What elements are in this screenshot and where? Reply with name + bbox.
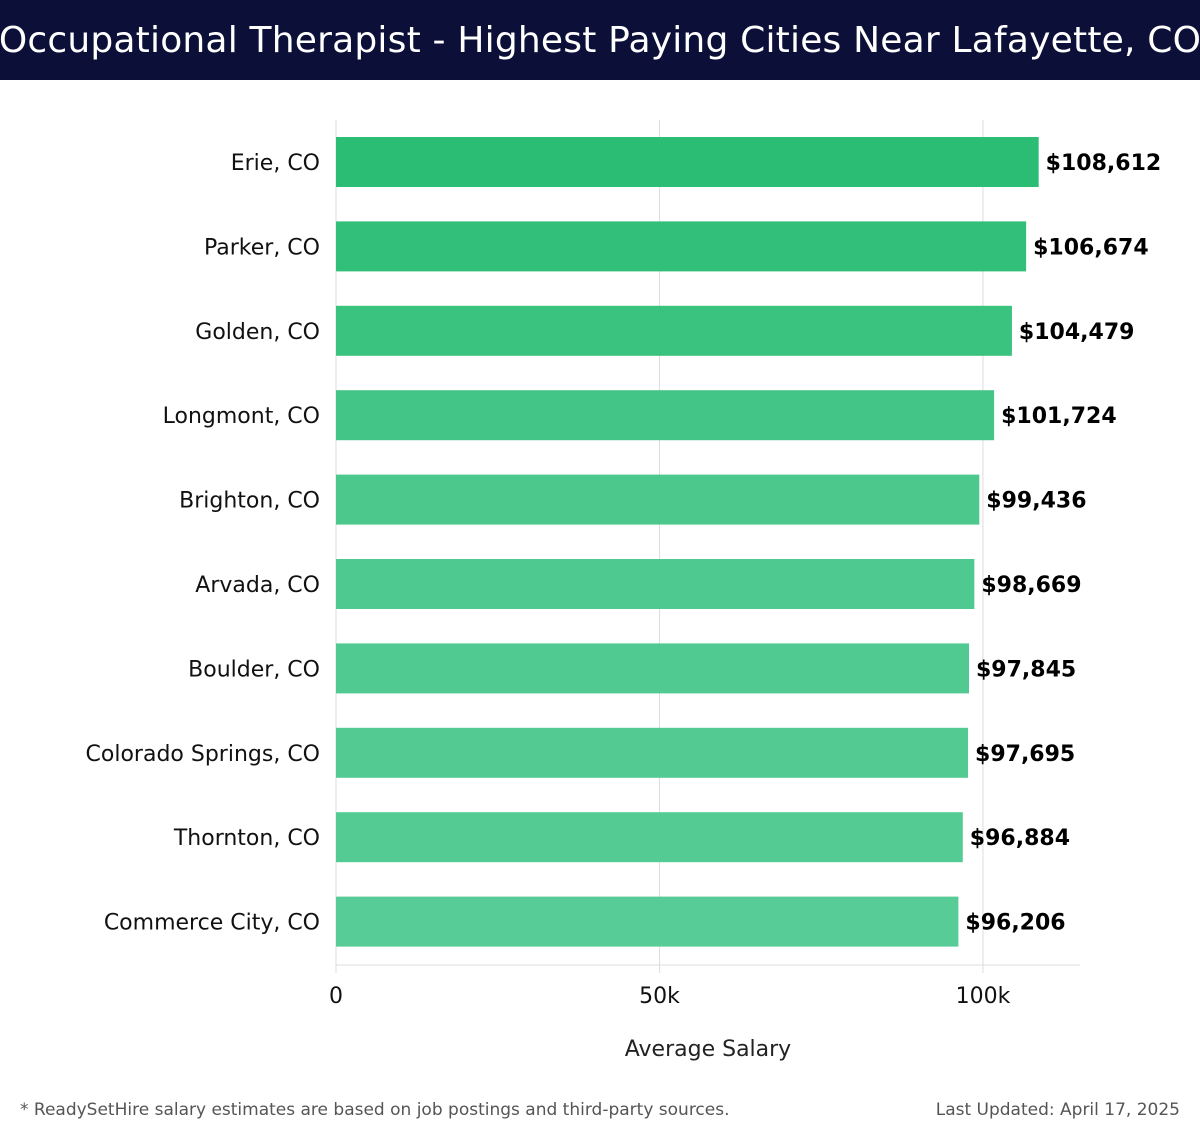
value-label: $106,674 xyxy=(1033,235,1149,260)
value-label: $96,206 xyxy=(965,911,1065,936)
category-label: Brighton, CO xyxy=(179,489,320,514)
x-axis-title: Average Salary xyxy=(625,1037,791,1062)
last-updated: Last Updated: April 17, 2025 xyxy=(935,1100,1180,1120)
bar xyxy=(336,643,970,694)
category-label: Thornton, CO xyxy=(173,826,320,851)
value-label: $101,724 xyxy=(1001,404,1117,429)
bar xyxy=(336,390,995,441)
category-label: Commerce City, CO xyxy=(104,911,320,936)
bar-chart: Erie, CO Parker, CO Golden, CO Longmont, CO… xyxy=(86,120,1161,1062)
chart-header: Occupational Therapist - Highest Paying … xyxy=(0,0,1200,80)
category-label: Arvada, CO xyxy=(195,573,320,598)
category-label: Parker, CO xyxy=(204,235,320,260)
value-label: $98,669 xyxy=(981,573,1081,598)
x-axis-ticks: 0 50k 100k xyxy=(329,984,1011,1009)
category-label: Erie, CO xyxy=(231,151,320,176)
value-label: $108,612 xyxy=(1046,151,1162,176)
footnote: * ReadySetHire salary estimates are base… xyxy=(20,1100,730,1120)
bar xyxy=(336,474,980,525)
value-label: $97,845 xyxy=(976,657,1076,682)
category-label: Boulder, CO xyxy=(188,657,320,682)
bar xyxy=(336,812,963,863)
value-label: $104,479 xyxy=(1019,320,1135,345)
category-labels: Erie, CO Parker, CO Golden, CO Longmont, CO… xyxy=(86,151,320,936)
bar xyxy=(336,221,1027,272)
bar xyxy=(336,559,975,609)
value-label: $96,884 xyxy=(970,826,1070,851)
chart-title: Occupational Therapist - Highest Paying … xyxy=(0,19,1200,61)
bar xyxy=(336,305,1012,356)
x-tick-label: 0 xyxy=(329,984,343,1009)
bar xyxy=(336,727,969,778)
value-labels: $108,612 $106,674 $104,479 $101,724 $99,436 $… xyxy=(965,151,1161,936)
category-label: Longmont, CO xyxy=(163,404,320,429)
value-label: $97,695 xyxy=(975,742,1075,767)
x-tick-label: 50k xyxy=(639,984,680,1009)
bar xyxy=(336,137,1039,187)
bar xyxy=(336,896,959,947)
category-label: Colorado Springs, CO xyxy=(86,742,320,767)
bars xyxy=(336,137,1039,947)
x-tick-label: 100k xyxy=(956,984,1011,1009)
value-label: $99,436 xyxy=(986,489,1086,514)
category-label: Golden, CO xyxy=(195,320,320,345)
